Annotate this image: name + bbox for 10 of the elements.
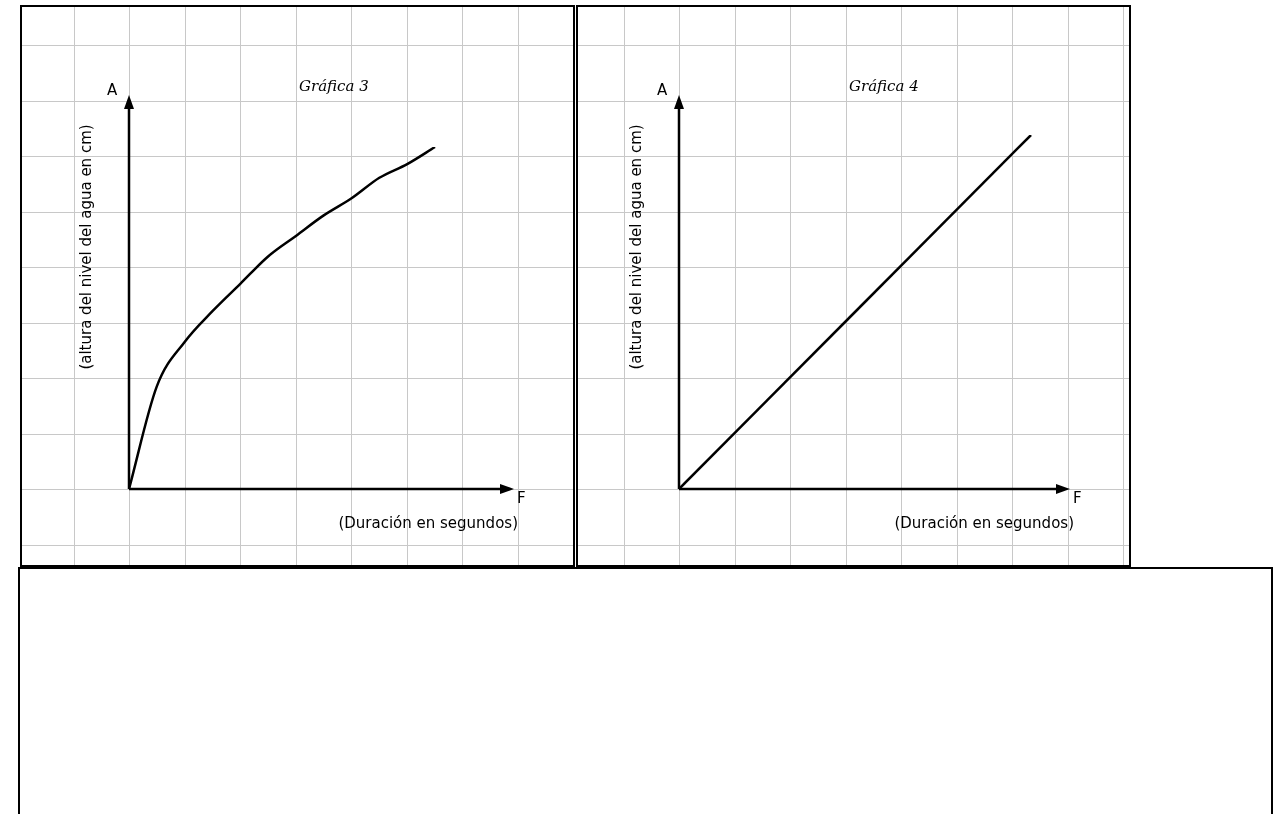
y-axis-title: (altura del nivel del agua en cm) <box>627 124 645 370</box>
annotation: F <box>1073 489 1082 507</box>
x-axis-title: (Duración en segundos) <box>338 514 518 532</box>
y-axis-title: (altura del nivel del agua en cm) <box>77 124 95 370</box>
chart-title: Gráfica 3 <box>299 77 369 95</box>
text: F <box>517 489 526 507</box>
text: A <box>657 81 668 99</box>
x-axis-title: (Duración en segundos) <box>894 514 1074 532</box>
chart-title: Gráfica 4 <box>849 77 919 95</box>
text: A <box>107 81 118 99</box>
